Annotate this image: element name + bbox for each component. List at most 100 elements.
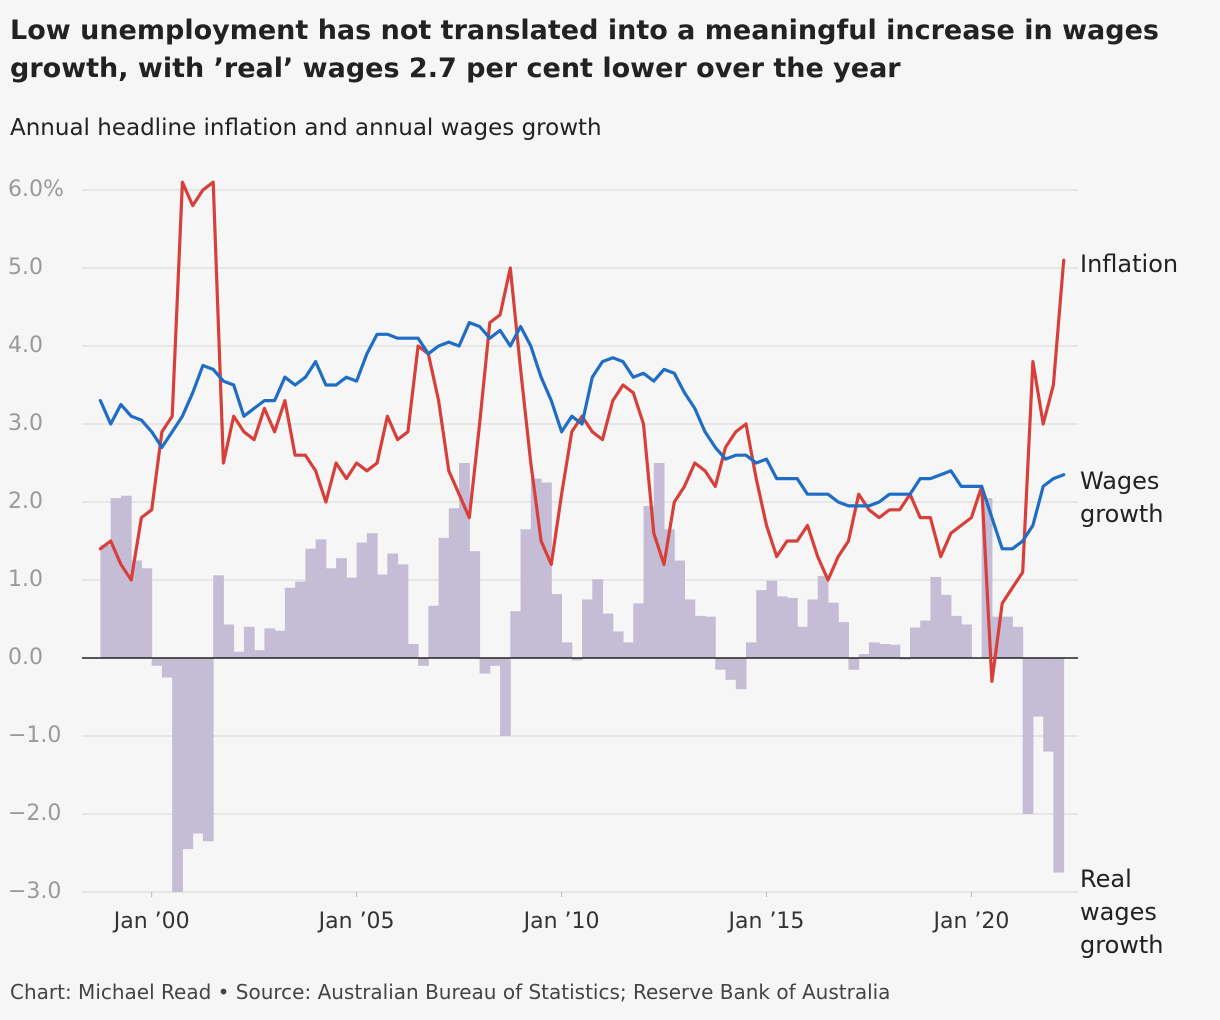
grid [82,189,1078,893]
bar [756,590,767,658]
bar [131,560,142,658]
bar [705,616,716,658]
bar [233,651,245,658]
y-tick-label: 1.0 [8,567,43,592]
line [98,321,1066,551]
bar [868,642,880,658]
bar [838,622,849,658]
bar [592,579,604,658]
bar [950,615,962,658]
bar [407,643,419,658]
bar [510,611,522,658]
bar [479,658,491,674]
bar [223,624,235,658]
bar [264,628,276,658]
bar [889,644,901,658]
y-tick-label: 5.0 [8,255,43,280]
bar [786,597,798,658]
bar [879,643,890,658]
bars [100,463,1065,892]
bar [459,463,470,658]
bar [274,630,286,658]
x-tick-label: Jan ’15 [727,909,805,934]
bar [100,544,112,658]
bar [1043,658,1054,752]
bar [418,658,429,666]
bar [909,627,921,658]
chart-source: Chart: Michael Read • Source: Australian… [10,980,891,1004]
bar [161,658,173,678]
bar [192,658,204,834]
y-tick-label: 0.0 [8,645,43,670]
bar [653,463,665,658]
bar [684,599,696,658]
bar [776,596,788,658]
bar [428,605,440,658]
bar [366,533,378,658]
x-tick-label: Jan ’05 [317,909,395,934]
bar [141,568,153,658]
series-label: Wages growth [1080,466,1164,528]
bar [1012,626,1024,658]
bar [848,658,860,670]
y-tick-label: −1.0 [8,723,61,748]
bar [899,658,911,660]
bar [561,642,573,658]
bar [151,658,163,666]
bar [489,658,501,666]
bar [110,498,122,658]
bar [807,599,819,658]
bar [1022,658,1034,814]
bar [541,482,552,658]
bar [325,568,337,658]
x-tick-label: Jan ’20 [931,909,1009,934]
bar [725,658,737,680]
bar [1002,616,1013,658]
bar [387,553,399,658]
bar [551,594,563,658]
bar [469,551,481,658]
bar [500,658,511,736]
x-tick-label: Jan ’00 [112,909,190,934]
bar [243,626,255,658]
y-tick-label: −2.0 [8,801,61,826]
bar [817,576,829,658]
bar [602,613,614,658]
bar [315,539,327,658]
y-tick-label: 3.0 [8,411,43,436]
bar [797,626,808,658]
bar [254,650,265,658]
bar [172,658,183,892]
bar [694,615,706,658]
line [98,180,1066,683]
lines [98,180,1066,683]
bar [356,542,368,658]
bar [735,658,747,690]
bar [305,548,317,658]
bar [664,529,675,658]
bar [746,642,757,658]
bar [766,580,778,658]
chart-subtitle: Annual headline inflation and annual wag… [10,115,602,141]
bar [295,581,306,658]
bar [202,658,214,842]
bar [715,658,727,670]
chart-title: Low unemployment has not translated into… [10,15,1159,84]
bar [120,495,132,658]
bar [1032,658,1044,717]
bar [346,577,358,658]
bar [571,658,583,661]
bar [612,631,624,658]
bar [336,558,347,658]
bar [530,478,542,658]
bar [448,508,460,658]
bar [182,658,194,850]
y-tick-label: 4.0 [8,333,43,358]
y-tick-label: 6.0% [8,177,64,202]
bar [827,602,839,658]
bar [284,587,296,658]
bar [397,564,409,658]
bar [633,603,645,658]
bar [674,560,686,658]
